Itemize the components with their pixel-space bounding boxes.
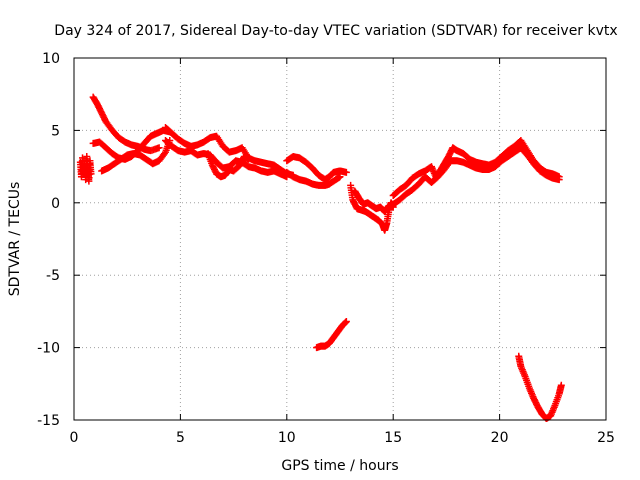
data-point — [155, 144, 163, 152]
data-series-14 — [313, 318, 350, 352]
chart-title: Day 324 of 2017, Sidereal Day-to-day VTE… — [54, 23, 617, 39]
data-series-5 — [162, 124, 297, 179]
data-series-4 — [98, 137, 174, 175]
data-series-15 — [515, 352, 565, 423]
y-tick-label: 10 — [42, 51, 60, 67]
data-point — [87, 170, 95, 178]
y-tick-label: 5 — [51, 123, 60, 139]
tick-layer: 0 5 10 15 20 25 -15 -10 -5 0 5 10 — [37, 51, 615, 446]
x-tick-label: 20 — [491, 430, 509, 446]
x-tick-label: 0 — [70, 430, 79, 446]
data-series-11 — [351, 187, 393, 215]
y-axis-label: SDTVAR / TECUs — [7, 182, 23, 297]
data-series-9 — [283, 168, 344, 189]
data-point — [557, 381, 565, 389]
data-point — [342, 318, 350, 326]
data-layer — [76, 93, 565, 423]
y-tick-label: 0 — [51, 196, 60, 212]
data-series-8 — [283, 152, 350, 184]
data-series-13 — [389, 144, 563, 208]
x-tick-label: 5 — [176, 430, 185, 446]
data-point — [385, 202, 393, 210]
data-point — [555, 176, 563, 184]
data-series-1 — [76, 152, 95, 185]
x-tick-label: 10 — [278, 430, 296, 446]
x-tick-label: 25 — [597, 430, 615, 446]
y-tick-label: -15 — [37, 413, 60, 429]
data-point — [244, 155, 252, 163]
data-point — [336, 173, 344, 181]
y-tick-label: -5 — [46, 268, 60, 284]
data-point — [342, 168, 350, 176]
data-series-7 — [204, 150, 252, 181]
data-series-6 — [162, 137, 291, 181]
y-tick-label: -10 — [37, 341, 60, 357]
plot-frame — [73, 57, 607, 421]
x-tick-label: 15 — [384, 430, 402, 446]
x-axis-label: GPS time / hours — [281, 458, 398, 474]
